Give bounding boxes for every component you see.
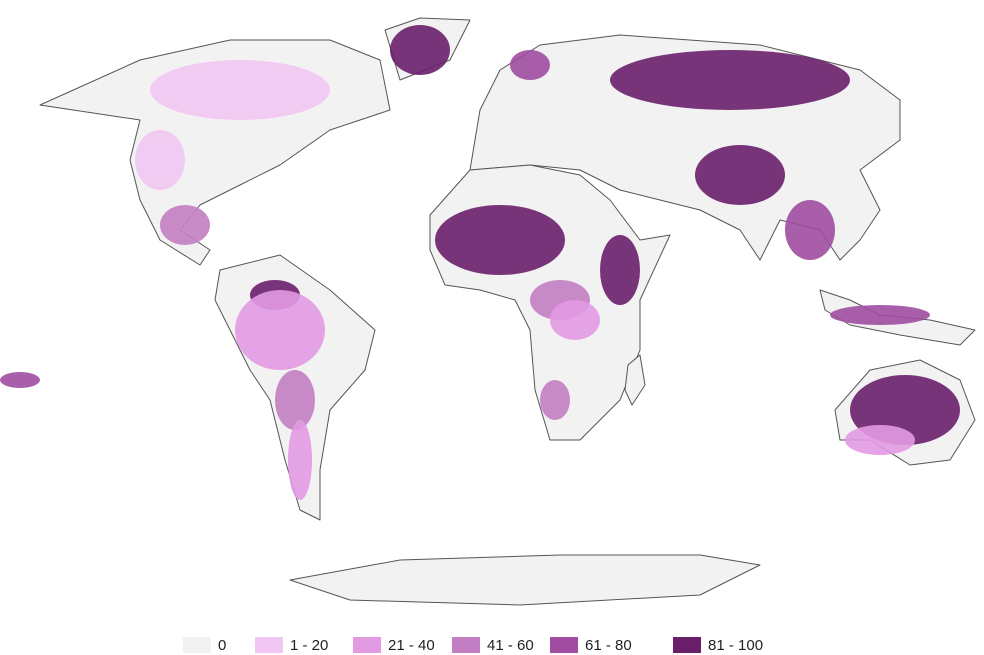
patch — [235, 290, 325, 370]
antarctica — [289, 554, 761, 606]
legend-label: 1 - 20 — [290, 637, 328, 654]
patch — [785, 200, 835, 260]
patch — [135, 130, 185, 190]
legend-swatch — [452, 637, 480, 653]
legend-swatch — [255, 637, 283, 653]
patch — [160, 205, 210, 245]
patch — [150, 60, 330, 120]
legend-swatch — [550, 637, 578, 653]
legend-label: 41 - 60 — [487, 637, 534, 654]
legend-swatch — [673, 637, 701, 653]
patch — [600, 235, 640, 305]
patch — [540, 380, 570, 420]
legend-label: 81 - 100 — [708, 637, 763, 654]
patch — [550, 300, 600, 340]
patch — [510, 50, 550, 80]
patch — [695, 145, 785, 205]
legend-swatch — [353, 637, 381, 653]
patch — [435, 205, 565, 275]
patch — [610, 50, 850, 110]
patch — [845, 425, 915, 455]
legend: 0 1 - 20 21 - 40 41 - 60 61 - 80 81 - 100 — [183, 637, 763, 654]
patch — [0, 372, 40, 388]
madagascar — [624, 354, 646, 406]
patch — [275, 370, 315, 430]
legend-label: 0 — [218, 637, 226, 654]
legend-label: 21 - 40 — [388, 637, 435, 654]
suitability-patches — [0, 25, 960, 500]
patch — [288, 420, 312, 500]
legend-swatch — [183, 637, 211, 653]
legend-label: 61 - 80 — [585, 637, 632, 654]
patch — [390, 25, 450, 75]
patch — [830, 305, 930, 325]
